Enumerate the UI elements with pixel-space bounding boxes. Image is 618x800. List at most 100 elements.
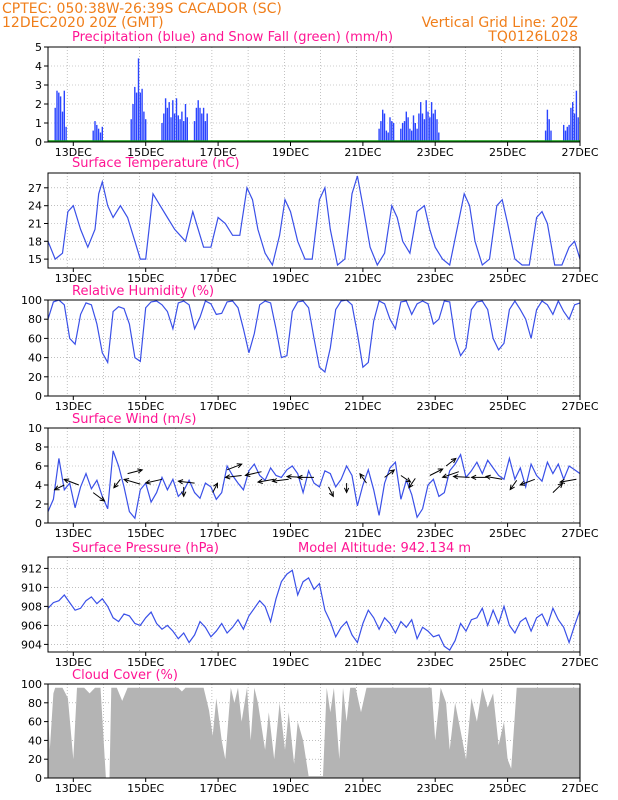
precip-bar (97, 128, 100, 142)
wind-arrow-head (359, 472, 365, 479)
y-tick-label: 8 (35, 441, 42, 454)
x-tick-label: 19DEC (272, 527, 309, 540)
precip-bar (58, 92, 60, 142)
precip-bar (568, 124, 570, 142)
y-tick-label: 0 (35, 517, 42, 530)
x-tick-label: 13DEC (55, 782, 92, 795)
wind-arrow-shaft (226, 463, 242, 471)
x-tick-label: 27DEC (561, 656, 598, 669)
temperature-line (47, 175, 581, 267)
wind-arrow-head (63, 478, 70, 484)
x-tick-label: 15DEC (127, 146, 164, 159)
wind-arrow-head (509, 484, 515, 491)
precip-bar (575, 90, 578, 142)
wind-arrow-shaft (560, 478, 577, 483)
precip-bar (400, 128, 402, 142)
precip-bar (416, 128, 418, 142)
wind-arrow-head (213, 482, 219, 489)
x-tick-label: 21DEC (344, 400, 381, 413)
precip-bar (436, 119, 438, 142)
precip-bar (130, 119, 132, 142)
pressure-panel: Surface Pressure (hPa) Model Altitude: 9… (21, 541, 599, 669)
y-tick-label: 40 (28, 352, 42, 365)
precip-bar (166, 107, 169, 142)
x-tick-label: 27DEC (561, 400, 598, 413)
plot-frame (47, 556, 581, 653)
temperature-panel: Surface Temperature (nC) 15 18 21 24 27 13DEC… (28, 156, 599, 285)
y-tick-label: 60 (28, 332, 42, 345)
grid-line-note: Vertical Grid Line: 20Z (422, 15, 578, 31)
wind-arrow-shaft (113, 478, 121, 489)
wind-arrow-head (328, 491, 334, 498)
y-tick-label: 18 (28, 235, 42, 248)
y-tick-label: 0 (35, 390, 42, 403)
wind-arrow-shaft (384, 469, 395, 478)
wind-arrow-shaft (64, 478, 79, 486)
temperature-plot: 15 18 21 24 27 13DEC 15DEC 17DEC 19DEC 21DEC 23DEC… (28, 172, 599, 285)
precip-bar (202, 107, 205, 142)
x-tick-label: 27DEC (561, 146, 598, 159)
precip-bar (544, 130, 547, 142)
x-tick-label: 19DEC (272, 782, 309, 795)
model-altitude: Model Altitude: 942.134 m (298, 541, 471, 556)
wind-arrow-head (437, 468, 444, 474)
x-tick-label: 19DEC (272, 146, 309, 159)
y-tick-label: 3 (35, 79, 42, 92)
precip-bar (382, 109, 384, 142)
wind-arrow-head (113, 482, 119, 489)
y-tick-label: 2 (35, 498, 42, 511)
plot-frame (47, 172, 581, 269)
wind-arrow-head (285, 474, 292, 480)
wind-arrow-shaft (552, 482, 563, 493)
precip-bar (418, 113, 420, 142)
y-tick-label: 100 (21, 678, 42, 691)
precip-bar (101, 126, 103, 142)
precip-bar (195, 107, 198, 142)
x-tick-label: 21DEC (344, 146, 381, 159)
wind-arrow-head (236, 463, 243, 469)
precip-bar (438, 132, 440, 142)
wind-arrow-shaft (408, 478, 416, 488)
precip-bar (378, 128, 380, 142)
y-tick-label: 10 (28, 422, 42, 435)
wind-arrow-shaft (453, 476, 470, 478)
wind-arrow-shaft (225, 475, 242, 478)
x-tick-label: 17DEC (200, 782, 237, 795)
x-tick-label: 17DEC (200, 272, 237, 285)
x-tick-label: 23DEC (417, 272, 454, 285)
precip-bar (61, 111, 64, 142)
wind-arrow-head (450, 457, 457, 464)
precip-bar (403, 121, 406, 142)
precip-bar (389, 117, 391, 142)
x-tick-label: 21DEC (344, 782, 381, 795)
precip-bar (181, 111, 183, 142)
y-tick-label: 80 (28, 313, 42, 326)
wind-arrow-shaft (54, 484, 65, 491)
precip-bar (385, 130, 388, 142)
precip-bar (425, 100, 427, 142)
y-tick-label: 80 (28, 697, 42, 710)
precip-plot: 0 1 2 3 4 5 13DEC 15DEC 17DEC 19DEC 21DEC 23DEC 25DE… (35, 41, 599, 159)
y-tick-label: 0 (35, 772, 42, 785)
wind-arrow-head (343, 487, 350, 494)
wind-arrow-shaft (445, 458, 457, 467)
precip-bar (421, 113, 424, 142)
x-tick-label: 27DEC (561, 272, 598, 285)
precip-bar (56, 90, 58, 142)
wind-arrow-head (452, 474, 459, 480)
precip-bar (173, 113, 176, 142)
y-tick-label: 5 (35, 41, 42, 54)
wind-arrow-shaft (272, 478, 289, 482)
y-tick-label: 4 (35, 479, 42, 492)
precip-bar (570, 107, 572, 142)
plot-frame (47, 46, 581, 143)
precip-bar (184, 104, 187, 142)
wind-arrow-head (296, 474, 303, 481)
x-tick-label: 27DEC (561, 782, 598, 795)
wind-arrow-head (470, 474, 477, 481)
x-tick-label: 13DEC (55, 400, 92, 413)
precip-bar (577, 117, 579, 142)
x-tick-label: 23DEC (417, 527, 454, 540)
precip-bar (94, 121, 96, 142)
precip-bar (96, 124, 98, 142)
